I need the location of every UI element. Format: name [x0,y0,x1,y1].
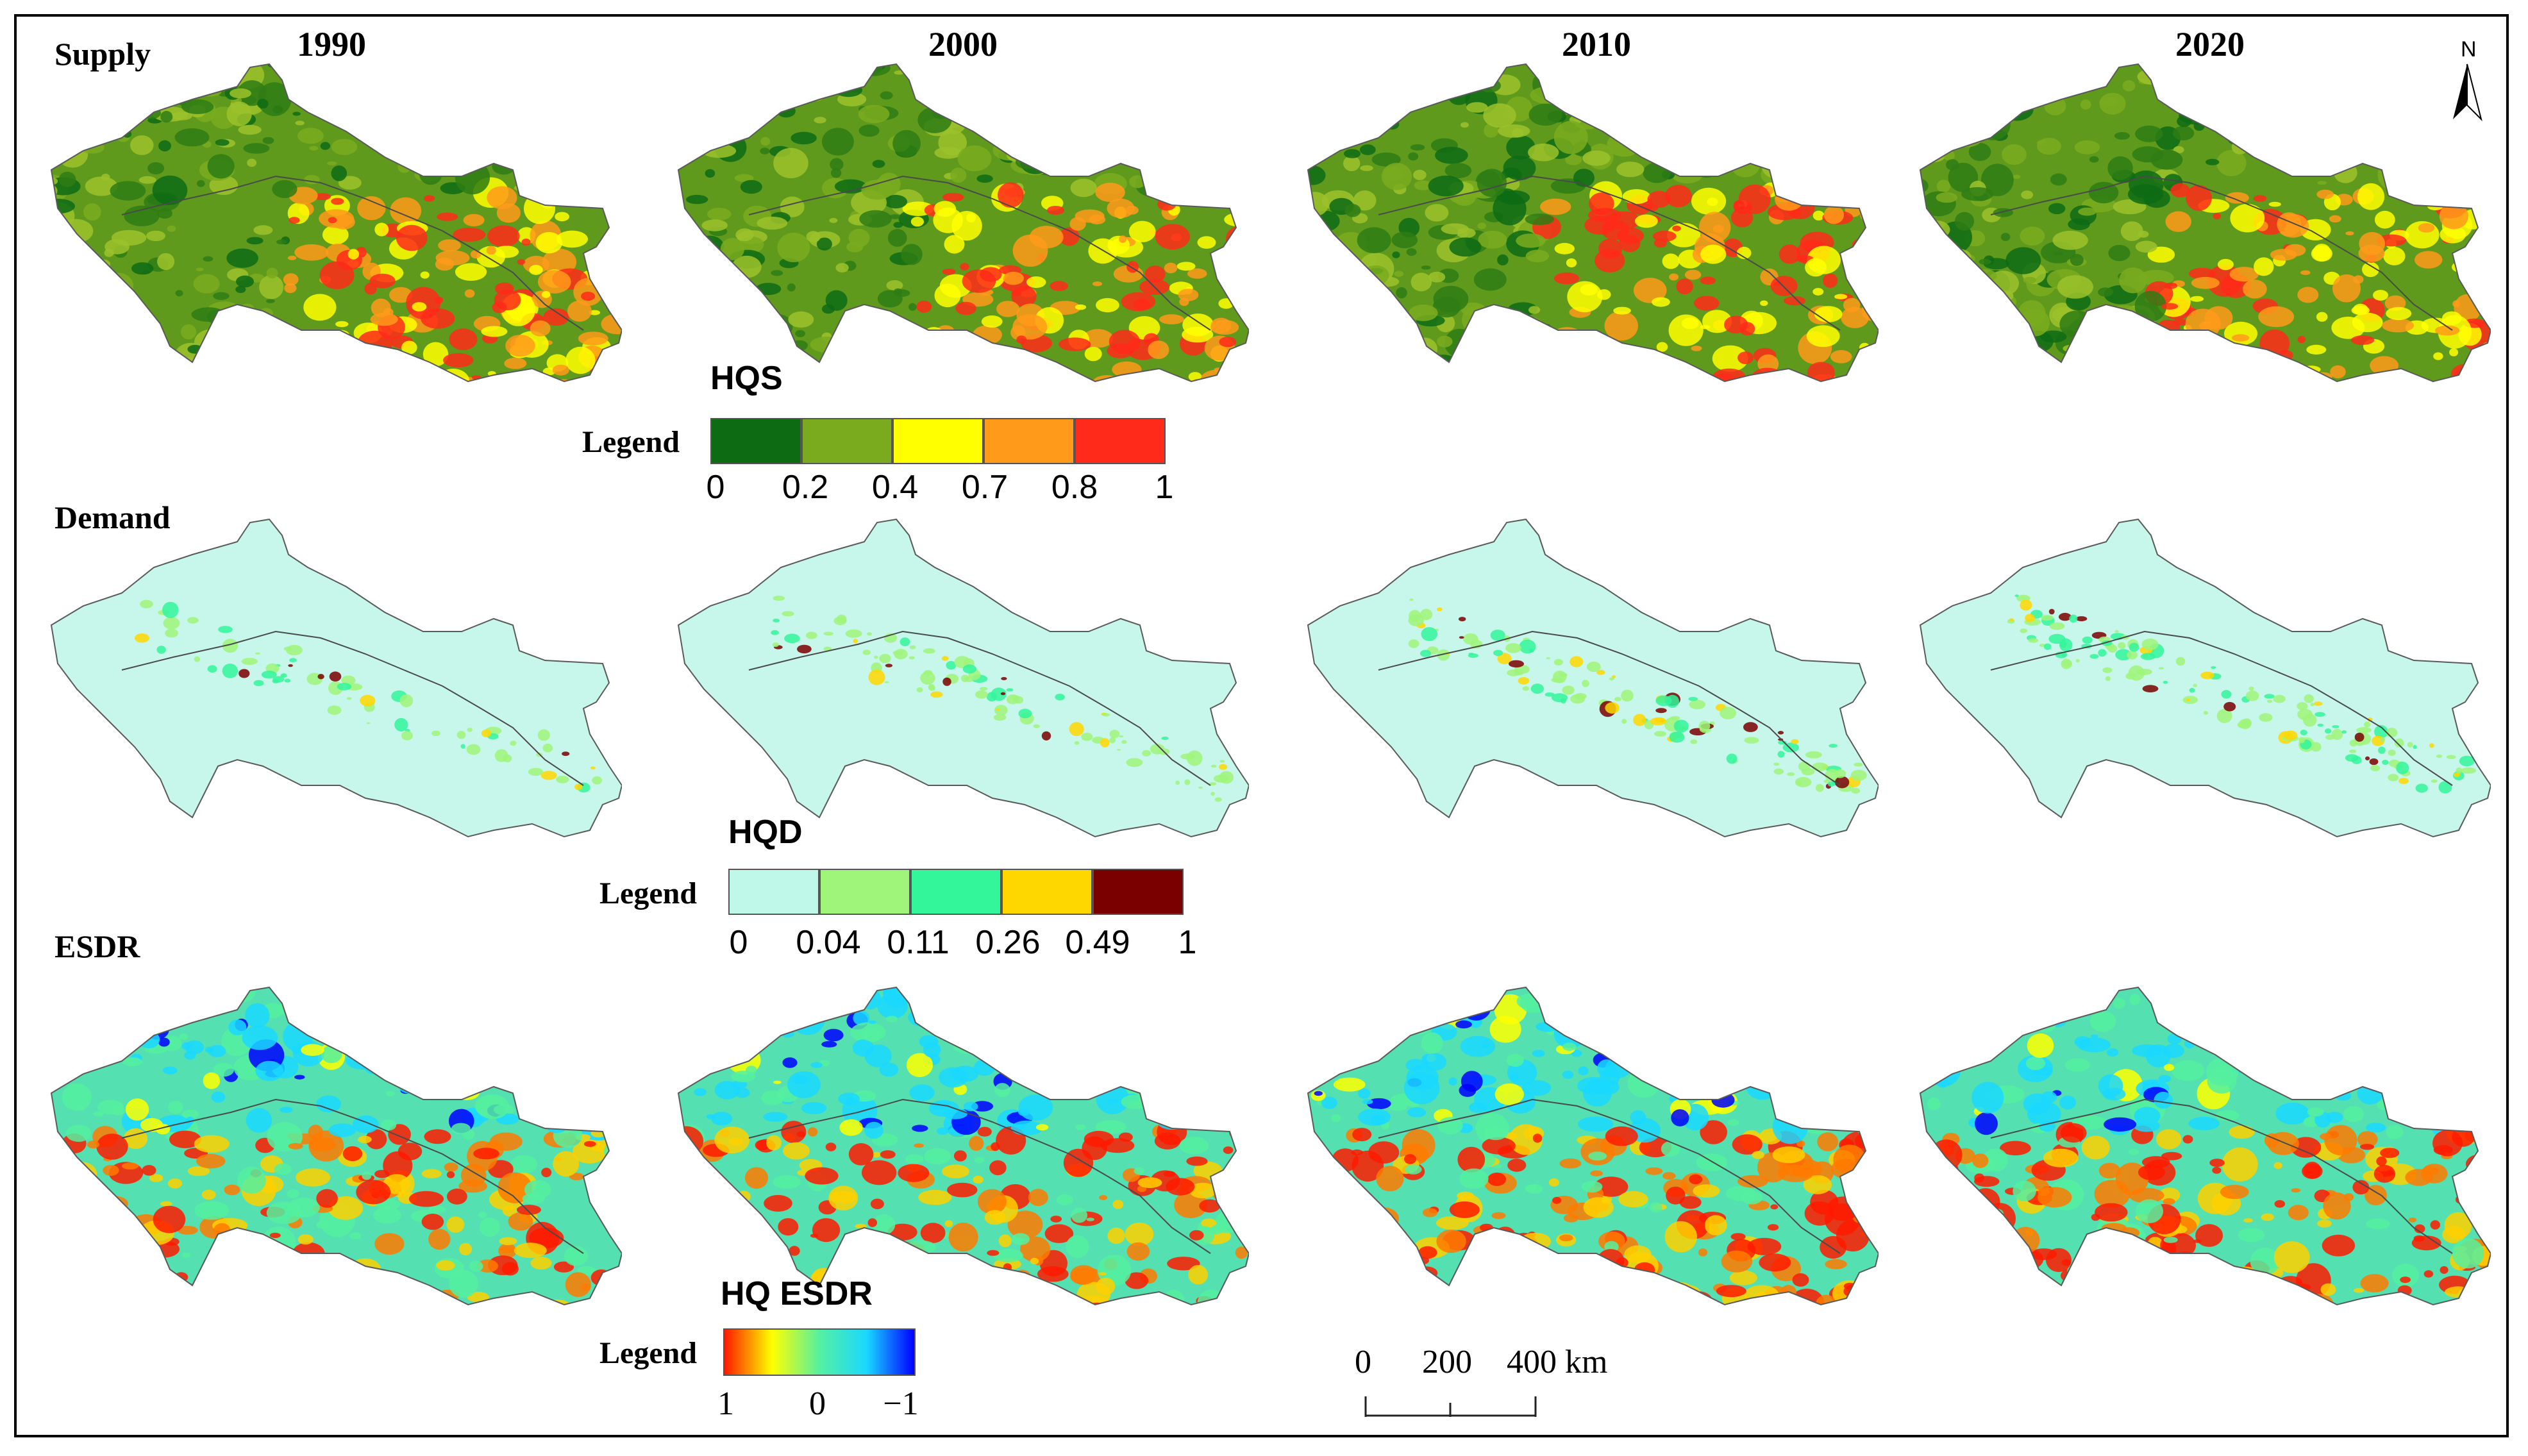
map-region-fill [1920,987,2491,1305]
hqd-swatch-1 [819,869,910,915]
map-supply-2010 [1307,63,1879,383]
hqs-tick-3: 0.7 [961,469,1009,506]
map-esdr-2020 [1919,986,2491,1306]
year-heading-2010: 2010 [1562,25,1631,63]
map-region-outline [1307,986,1879,1306]
esdr-legend-title: HQ ESDR [721,1275,873,1312]
figure-frame [14,14,2509,1437]
map-region-outline [50,986,622,1306]
scale-bar [1364,1396,1537,1417]
hqd-tick-2: 0.11 [887,924,950,961]
map-raster-patches [134,599,603,792]
year-heading-2000: 2000 [928,25,998,63]
hqd-swatch-2 [910,869,1001,915]
map-river-line [748,175,1211,331]
north-arrow-icon [2453,63,2482,122]
hqd-swatch-4 [1092,869,1184,915]
hqd-tick-0: 0 [729,924,748,961]
map-raster-patches [771,596,1234,802]
map-river-line [121,630,584,786]
row-label-supply: Supply [54,36,151,72]
hqs-swatch-1 [801,418,892,464]
map-river-line [1378,175,1841,331]
hqs-tick-5: 1 [1155,469,1174,506]
hqd-tick-4: 0.49 [1065,924,1130,961]
map-river-line [1990,1098,2453,1254]
esdr-legend-word: Legend [599,1336,698,1370]
map-region-outline [50,518,622,838]
hqs-swatch-0 [710,418,801,464]
map-esdr-1990 [50,986,622,1306]
map-region-fill [1920,64,2491,381]
hqd-tick-3: 0.26 [975,924,1041,961]
esdr-legend-tick-2: −1 [883,1385,919,1422]
map-demand-2020 [1919,518,2491,838]
map-region-fill [1308,519,1879,837]
map-region-outline [1307,63,1879,383]
map-region-outline [1919,63,2491,383]
year-heading-1990: 1990 [297,25,366,63]
hqs-swatch-3 [984,418,1075,464]
esdr-legend-color-ramp [723,1328,916,1376]
map-river-line [1378,630,1841,786]
hqd-swatch-3 [1001,869,1092,915]
hqd-legend-swatches [728,869,1184,915]
scale-bar-label-200: 200 [1422,1344,1472,1380]
map-esdr-2010 [1307,986,1879,1306]
hqs-tick-4: 0.8 [1051,469,1098,506]
hqd-legend-word: Legend [599,876,698,910]
map-supply-1990 [50,63,622,383]
map-supply-2020 [1919,63,2491,383]
hqs-legend-title: HQS [710,360,783,397]
map-river-line [748,1098,1211,1254]
esdr-legend-tick-0: 1 [717,1385,734,1422]
map-river-line [748,630,1211,786]
map-river-line [121,1098,584,1254]
map-region-outline [1919,518,2491,838]
hqs-legend-word: Legend [582,425,680,459]
map-region-outline [677,986,1249,1306]
map-region-outline [50,63,622,383]
map-demand-2000 [677,518,1249,838]
map-raster-patches [1408,598,1867,794]
map-river-line [1378,1098,1841,1254]
hqd-legend-title: HQD [728,814,803,851]
map-river-line [1990,630,2453,786]
map-region-outline [1919,986,2491,1306]
hqs-swatch-2 [892,418,984,464]
hqd-swatch-0 [728,869,819,915]
map-region-outline [677,518,1249,838]
map-demand-1990 [50,518,622,838]
esdr-legend-tick-1: 0 [809,1385,826,1422]
hqs-swatch-4 [1075,418,1166,464]
map-river-line [121,175,584,331]
north-arrow-label: N [2461,37,2477,62]
map-supply-2000 [677,63,1249,383]
scale-bar-label-400: 400 km [1507,1344,1608,1380]
map-demand-2010 [1307,518,1879,838]
map-region-outline [1307,518,1879,838]
map-river-line [1990,175,2453,331]
scale-bar-label-0: 0 [1355,1344,1371,1380]
hqs-tick-2: 0.4 [871,469,919,506]
hqs-legend-swatches [710,418,1166,464]
hqs-tick-1: 0.2 [782,469,829,506]
hqd-tick-1: 0.04 [796,924,861,961]
hqs-tick-0: 0 [706,469,725,506]
map-esdr-2000 [677,986,1249,1306]
map-raster-patches [1308,987,1879,1305]
row-label-esdr: ESDR [54,928,140,964]
map-raster-patches [2007,594,2477,794]
year-heading-2020: 2020 [2175,25,2245,63]
row-label-demand: Demand [54,499,171,535]
map-region-outline [677,63,1249,383]
hqd-tick-5: 1 [1178,924,1197,961]
